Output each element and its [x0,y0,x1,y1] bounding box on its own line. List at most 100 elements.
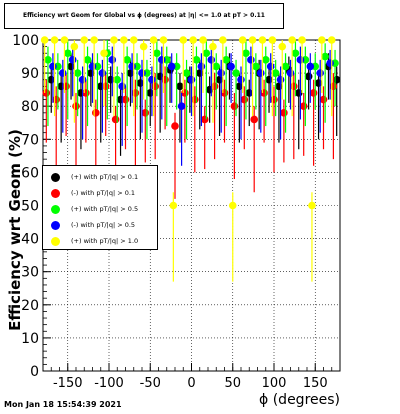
data-point [309,89,318,97]
data-point [257,69,265,77]
legend-item: (+) with pT/|q| > 0.1 [43,170,157,185]
data-point [321,52,329,61]
data-point [98,69,107,77]
data-point [240,95,249,104]
data-point [232,69,240,77]
data-point [222,56,230,64]
data-point [68,56,77,64]
data-point [296,56,305,64]
data-point [181,89,189,97]
data-point [131,89,140,97]
data-point [49,62,57,71]
y-tick-label: 100 [12,33,39,49]
series-4 [40,36,336,282]
legend-marker [51,237,60,246]
legend-label: (+) with pT/|q| > 1.0 [71,237,139,245]
data-point [327,36,336,44]
data-point [220,89,229,97]
data-point [217,69,225,77]
y-tick-label: 90 [21,66,39,82]
data-point [288,36,296,44]
x-tick-label: 0 [187,376,195,391]
data-point [149,36,158,44]
data-point [316,69,325,77]
data-point [47,75,56,84]
legend-marker [51,189,60,198]
legend-item: (+) with pT/|q| > 1.0 [43,234,157,249]
chart-title: Efficiency wrt Geom for Global vs ϕ (deg… [23,12,265,19]
legend-item: (+) with pT/|q| > 0.5 [43,202,157,217]
data-point [139,42,148,51]
data-point [123,56,131,64]
data-point [161,75,169,84]
data-point [62,82,70,91]
legend-label: (+) with pT/|q| > 0.1 [71,173,139,181]
data-point [192,56,201,64]
legend-marker [51,173,60,182]
x-axis-label: ϕ (degrees) [259,392,340,408]
data-point [280,109,288,117]
data-point [88,62,97,71]
x-tick-label: 150 [303,376,328,391]
data-point [268,36,277,44]
data-point [332,75,341,84]
x-tick-label: -100 [94,376,124,391]
legend: (+) with pT/|q| > 0.1 (-) with pT/|q| > 0… [42,165,158,250]
data-point [146,89,155,97]
data-point [286,69,295,77]
data-point [202,49,211,58]
data-point [197,62,206,71]
data-point [80,36,89,44]
y-tick-label: 60 [21,165,39,181]
data-point [238,36,247,44]
data-point [265,75,273,84]
data-point [329,82,338,91]
timestamp: Mon Jan 18 15:54:39 2021 [4,400,122,409]
series-0 [47,53,341,156]
data-point [199,36,207,44]
data-point [177,102,186,110]
data-point [50,36,59,44]
data-point [250,115,258,124]
data-point [252,62,260,71]
data-point [219,36,227,44]
data-point [73,69,82,77]
data-point [40,36,49,44]
data-point [136,79,145,87]
data-point [258,36,267,44]
data-point [100,49,108,58]
axis-ticks: -150 -100 -50 0 50 100 150 0 10 20 30 40 50 60 70 80 90 1… [12,33,341,391]
data-point [83,56,92,64]
y-tick-label: 10 [21,331,39,347]
data-point [191,95,199,104]
y-tick-label: 80 [21,99,39,115]
series-2 [44,40,339,140]
data-point [209,42,217,51]
data-point [306,62,315,71]
data-point [159,36,168,44]
data-point [90,36,98,44]
data-point [245,89,254,97]
data-point [228,201,237,210]
x-tick-label: -50 [140,376,161,391]
title-box: Efficiency wrt Geom for Global vs ϕ (deg… [4,3,284,29]
data-point [187,75,196,84]
legend-marker [51,221,60,230]
y-tick-label: 50 [21,199,39,215]
data-point [106,75,115,84]
data-point [113,75,122,84]
data-point [242,49,250,58]
data-point [63,49,72,58]
data-point [118,82,126,91]
data-point [72,102,80,110]
data-point [210,82,219,91]
data-point [304,72,313,81]
legend-item: (-) with pT/|q| > 0.5 [43,218,157,233]
data-point [171,122,179,130]
data-point [182,69,191,77]
data-point [237,75,245,84]
data-point [319,95,328,104]
data-point [70,42,79,51]
data-point [266,62,275,71]
data-marks [40,36,341,282]
